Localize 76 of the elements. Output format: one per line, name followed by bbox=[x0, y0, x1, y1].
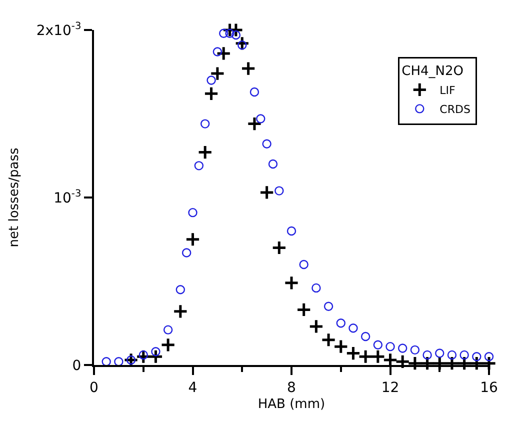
point bbox=[138, 350, 148, 360]
point bbox=[225, 28, 234, 38]
point bbox=[256, 114, 266, 124]
point bbox=[238, 40, 247, 50]
point bbox=[185, 232, 200, 247]
point bbox=[182, 248, 192, 258]
point bbox=[206, 76, 216, 85]
point bbox=[296, 302, 312, 318]
x-tick-label: 4 bbox=[188, 380, 198, 396]
point bbox=[398, 344, 408, 353]
y-tick-label: 2x10$^{-3}$ bbox=[36, 21, 82, 39]
point bbox=[333, 339, 348, 354]
point bbox=[219, 28, 228, 38]
legend-label: CRDS bbox=[440, 102, 470, 116]
point bbox=[250, 87, 260, 97]
y-axis-title: net losses/pass bbox=[6, 148, 22, 248]
point bbox=[358, 349, 374, 364]
point bbox=[410, 345, 420, 355]
x-tick-label: 12 bbox=[381, 380, 400, 396]
point bbox=[472, 352, 482, 362]
point bbox=[268, 159, 278, 169]
point bbox=[160, 337, 176, 352]
point bbox=[386, 342, 395, 352]
point bbox=[447, 350, 457, 360]
point bbox=[210, 66, 225, 82]
point bbox=[231, 30, 241, 40]
point bbox=[336, 318, 346, 328]
point bbox=[284, 275, 300, 290]
point bbox=[456, 356, 472, 371]
point bbox=[469, 356, 484, 371]
point bbox=[176, 285, 186, 294]
point bbox=[422, 350, 432, 360]
point bbox=[444, 356, 460, 371]
point bbox=[484, 352, 494, 362]
x-tick-label: 16 bbox=[480, 380, 498, 396]
point bbox=[460, 350, 469, 360]
point bbox=[395, 354, 410, 370]
y-tick-label: 10$^{-3}$ bbox=[54, 188, 82, 206]
point bbox=[348, 324, 358, 333]
point bbox=[407, 356, 422, 371]
y-tick-label: 0 bbox=[72, 358, 82, 374]
point bbox=[163, 325, 173, 334]
point bbox=[346, 346, 361, 361]
point bbox=[308, 318, 324, 334]
legend-title: CH4_N2O bbox=[402, 64, 464, 80]
point bbox=[299, 260, 308, 270]
point bbox=[216, 46, 232, 61]
point bbox=[420, 356, 435, 371]
point bbox=[432, 356, 448, 371]
point bbox=[274, 186, 284, 196]
point bbox=[286, 226, 296, 236]
point bbox=[151, 347, 160, 356]
x-tick-label: 8 bbox=[287, 380, 296, 396]
point bbox=[212, 47, 222, 56]
point bbox=[320, 332, 336, 348]
point bbox=[204, 86, 219, 102]
point bbox=[262, 139, 272, 148]
point bbox=[172, 304, 188, 319]
point bbox=[240, 60, 256, 76]
point bbox=[194, 161, 204, 170]
point bbox=[435, 348, 444, 358]
point bbox=[360, 332, 370, 342]
point bbox=[324, 302, 334, 311]
point bbox=[259, 184, 274, 200]
point bbox=[198, 144, 213, 160]
point bbox=[148, 349, 164, 364]
x-axis-title: HAB (mm) bbox=[258, 396, 326, 412]
point bbox=[373, 340, 383, 350]
point bbox=[188, 208, 198, 218]
point bbox=[272, 240, 287, 256]
point bbox=[126, 355, 136, 365]
x-tick-label: 0 bbox=[90, 380, 98, 396]
point bbox=[370, 349, 386, 364]
point bbox=[312, 283, 321, 293]
legend-label: LIF bbox=[440, 84, 456, 97]
point bbox=[200, 119, 210, 128]
